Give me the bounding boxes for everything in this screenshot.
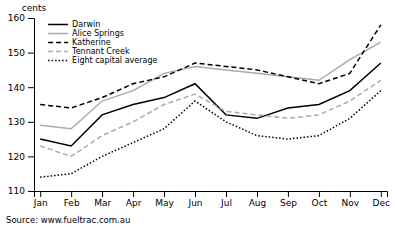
series-line bbox=[40, 42, 381, 129]
x-tick: Nov bbox=[342, 191, 360, 208]
x-tick-label: Mar bbox=[94, 198, 111, 208]
x-tick-label: Jul bbox=[220, 198, 232, 208]
x-tick-label: Apr bbox=[126, 198, 142, 208]
x-tick-mark bbox=[226, 191, 227, 197]
y-tick-mark bbox=[28, 87, 34, 88]
legend-swatch bbox=[48, 42, 68, 44]
legend-item: Darwin bbox=[48, 20, 100, 29]
y-tick: 150 bbox=[8, 48, 34, 58]
x-axis: Jan Feb Mar Apr May Jun Jul Aug Sep Oct Nov Dec bbox=[33, 191, 390, 208]
y-tick-label: 160 bbox=[8, 13, 25, 23]
x-tick: Apr bbox=[126, 191, 142, 208]
x-tick-mark bbox=[164, 191, 165, 197]
series-line bbox=[40, 63, 381, 146]
legend-swatch bbox=[48, 60, 68, 62]
x-tick-label: Oct bbox=[312, 198, 328, 208]
legend-label: Katherine bbox=[72, 38, 111, 47]
x-tick-label: May bbox=[155, 198, 174, 208]
x-tick-mark bbox=[195, 191, 196, 197]
x-tick-mark bbox=[133, 191, 134, 197]
x-tick-mark bbox=[350, 191, 351, 197]
chart: JanFebMarAprMayJunJulAugSepOctNovDec1101… bbox=[0, 0, 397, 227]
legend-item: Tennant Creek bbox=[48, 47, 130, 56]
y-tick: 160 bbox=[8, 13, 34, 23]
x-tick-label: Jun bbox=[187, 198, 202, 208]
plot: JanFebMarAprMayJunJulAugSepOctNovDec1101… bbox=[8, 13, 390, 208]
x-tick: Aug bbox=[249, 191, 267, 208]
legend-label: Tennant Creek bbox=[71, 47, 130, 56]
x-tick-mark bbox=[102, 191, 103, 197]
legend-label: Alice Springs bbox=[72, 29, 124, 38]
x-tick-label: Dec bbox=[373, 198, 390, 208]
x-tick-label: Feb bbox=[64, 198, 80, 208]
legend-label: Eight capital average bbox=[72, 56, 157, 65]
y-axis-line bbox=[28, 19, 35, 192]
legend: DarwinAlice SpringsKatherineTennant Cree… bbox=[48, 20, 157, 65]
annotation: Source: www.fueltrac.com.au bbox=[6, 215, 130, 225]
y-tick-label: 150 bbox=[8, 48, 25, 58]
x-tick: Mar bbox=[94, 191, 111, 208]
y-tick: 130 bbox=[8, 117, 34, 127]
x-tick-mark bbox=[381, 191, 382, 197]
legend-item: Alice Springs bbox=[48, 29, 124, 38]
series-line bbox=[40, 25, 381, 108]
series-line bbox=[40, 80, 381, 156]
x-tick: May bbox=[155, 191, 174, 208]
y-tick-label: 130 bbox=[8, 117, 25, 127]
y-tick-mark bbox=[28, 191, 34, 192]
y-tick-mark bbox=[28, 18, 34, 19]
legend-swatch bbox=[48, 24, 68, 26]
x-tick-mark bbox=[319, 191, 320, 197]
x-axis-line bbox=[35, 192, 388, 198]
x-tick-mark bbox=[257, 191, 258, 197]
legend-label: Darwin bbox=[72, 20, 100, 29]
y-tick-label: 140 bbox=[8, 83, 25, 93]
x-tick: Oct bbox=[312, 191, 328, 208]
x-tick: Jun bbox=[187, 191, 202, 208]
x-tick: Feb bbox=[64, 191, 80, 208]
x-tick-mark bbox=[71, 191, 72, 197]
legend-item: Eight capital average bbox=[48, 56, 157, 65]
legend-item: Katherine bbox=[48, 38, 111, 47]
y-tick: 120 bbox=[8, 152, 34, 162]
legend-swatch bbox=[48, 51, 68, 53]
y-tick: 140 bbox=[8, 83, 34, 93]
x-tick-label: Aug bbox=[249, 198, 267, 208]
x-tick: Jul bbox=[220, 191, 232, 208]
y-tick-label: 110 bbox=[8, 186, 25, 196]
x-tick: Sep bbox=[280, 191, 297, 208]
x-tick-label: Nov bbox=[342, 198, 360, 208]
series-line bbox=[40, 91, 381, 178]
lines bbox=[40, 25, 381, 177]
x-tick: Jan bbox=[33, 191, 48, 208]
y-tick-mark bbox=[28, 122, 34, 123]
legend-swatch bbox=[48, 33, 68, 35]
y-axis: 110 120 130 140 150 160 bbox=[8, 13, 35, 196]
y-tick-mark bbox=[28, 156, 34, 157]
x-tick: Dec bbox=[373, 191, 390, 208]
x-tick-label: Sep bbox=[280, 198, 297, 208]
y-tick-mark bbox=[28, 53, 34, 54]
y-tick: 110 bbox=[8, 186, 34, 196]
y-axis-title: cents bbox=[22, 3, 47, 13]
y-tick-label: 120 bbox=[8, 152, 25, 162]
x-tick-label: Jan bbox=[33, 198, 48, 208]
x-tick-mark bbox=[288, 191, 289, 197]
x-tick-mark bbox=[40, 191, 41, 197]
